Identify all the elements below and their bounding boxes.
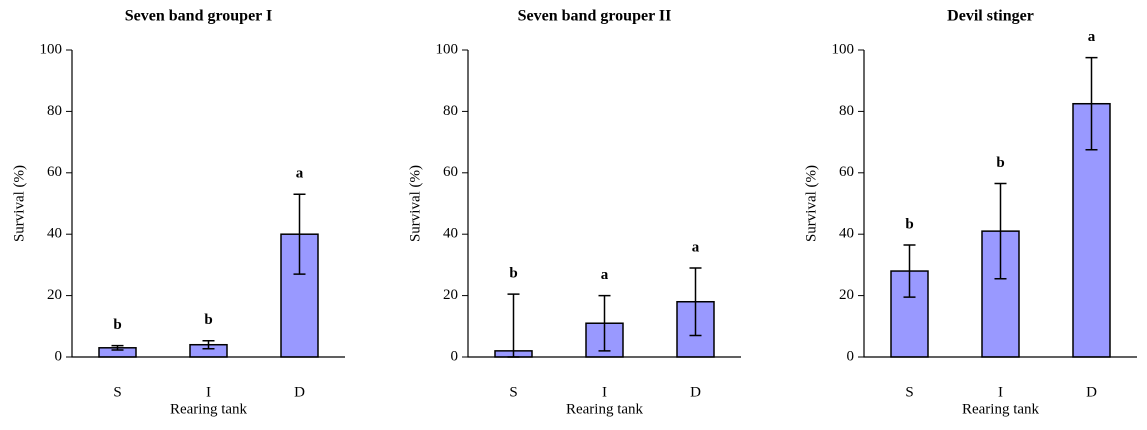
chart-title: Seven band grouper I <box>125 8 272 25</box>
significance-letter: a <box>1088 29 1096 45</box>
significance-letter: b <box>905 216 913 232</box>
x-tick-label: D <box>690 384 701 400</box>
y-axis-label: Survival (%) <box>407 165 423 242</box>
chart-title: Devil stinger <box>947 8 1034 25</box>
x-tick-label: S <box>509 384 517 400</box>
y-tick-label: 80 <box>443 103 458 119</box>
y-tick-label: 0 <box>55 348 63 364</box>
y-tick-label: 100 <box>832 41 855 57</box>
y-tick-label: 60 <box>443 164 458 180</box>
significance-letter: b <box>113 317 121 333</box>
error-bar <box>994 182 1007 280</box>
error-bar <box>507 293 520 358</box>
y-tick-label: 0 <box>451 348 459 364</box>
error-bar <box>111 344 124 351</box>
x-axis-label: Rearing tank <box>962 401 1040 417</box>
x-axis-label: Rearing tank <box>170 401 248 417</box>
y-tick-label: 100 <box>40 41 63 57</box>
y-tick-label: 20 <box>443 287 458 303</box>
y-tick-label: 40 <box>839 226 854 242</box>
significance-letter: b <box>509 266 517 282</box>
x-tick-label: D <box>294 384 305 400</box>
error-bar <box>903 244 916 298</box>
y-tick-label: 20 <box>839 287 854 303</box>
axes <box>467 50 741 358</box>
error-bar <box>202 339 215 350</box>
y-tick-label: 40 <box>47 226 62 242</box>
axes <box>71 50 345 358</box>
error-bar <box>598 294 611 352</box>
y-tick-label: 80 <box>47 103 62 119</box>
y-tick-label: 80 <box>839 103 854 119</box>
y-axis-label: Survival (%) <box>11 165 27 242</box>
error-bar <box>689 267 702 337</box>
x-tick-label: D <box>1086 384 1097 400</box>
significance-letter: b <box>204 312 212 328</box>
y-axis-label: Survival (%) <box>803 165 819 242</box>
chart-title: Seven band grouper II <box>518 8 672 25</box>
significance-letter: b <box>996 155 1004 171</box>
y-tick-label: 40 <box>443 226 458 242</box>
y-tick-label: 60 <box>47 164 62 180</box>
significance-letter: a <box>692 239 700 255</box>
x-tick-label: I <box>206 384 211 400</box>
y-tick-label: 20 <box>47 287 62 303</box>
error-bar <box>1085 56 1098 151</box>
y-tick-label: 100 <box>436 41 459 57</box>
x-tick-label: S <box>905 384 913 400</box>
significance-letter: a <box>296 166 304 182</box>
y-tick-label: 60 <box>839 164 854 180</box>
x-tick-label: I <box>602 384 607 400</box>
x-axis-label: Rearing tank <box>566 401 644 417</box>
x-tick-label: I <box>998 384 1003 400</box>
y-tick-label: 0 <box>847 348 855 364</box>
x-tick-label: S <box>113 384 121 400</box>
error-bar <box>293 193 306 275</box>
significance-letter: a <box>601 267 609 283</box>
axes <box>863 50 1137 358</box>
